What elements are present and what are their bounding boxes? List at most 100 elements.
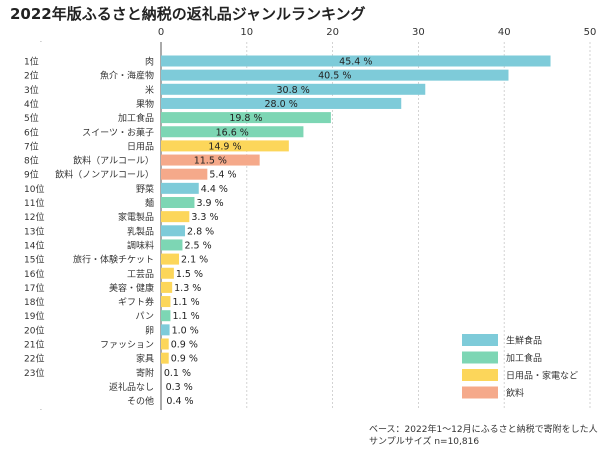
bar-row: 15位 旅行・体験チケット 2.1 % [24, 253, 208, 266]
value-label: 40.5 % [318, 71, 351, 82]
bar [161, 267, 174, 279]
rank-label: 17位 [24, 282, 44, 294]
category-label: 家電製品 [118, 211, 154, 223]
bar [161, 154, 260, 166]
category-label: 返礼品なし [109, 381, 154, 393]
category-label: 調味料 [127, 239, 154, 251]
value-label: 0.3 % [166, 382, 193, 393]
value-label: 1.0 % [172, 325, 199, 336]
bar [161, 112, 331, 124]
x-tick-label: 10 [240, 27, 253, 38]
bar [161, 239, 183, 251]
x-tick-label: 0 [158, 27, 164, 38]
chart-title: 2022年版ふるさと納税の返礼品ジャンルランキング [10, 5, 366, 23]
legend-label: 日用品・家電など [506, 370, 578, 382]
bar-row: 20位 卵 1.0 % [24, 324, 199, 336]
rank-label: 11位 [24, 197, 44, 209]
bar-row: 18位 ギフト券 1.1 % [24, 296, 200, 308]
bar [161, 281, 173, 293]
legend-swatch [462, 386, 498, 399]
value-label: 2.8 % [187, 226, 214, 237]
value-label: 28.0 % [265, 99, 298, 110]
bar-row: 6位 スイーツ・お菓子 16.6 % [24, 126, 304, 138]
bar-row: その他 0.4 % [127, 395, 194, 407]
value-label: 1.1 % [172, 297, 199, 308]
value-label: 0.9 % [171, 354, 198, 365]
category-label: 米 [145, 84, 154, 96]
value-label: 45.4 % [339, 57, 372, 68]
category-label: その他 [127, 395, 154, 407]
category-label: 麺 [145, 197, 154, 209]
value-label: 11.5 % [194, 156, 227, 167]
category-label: ファッション [100, 341, 154, 351]
category-label: 魚介・海産物 [100, 70, 154, 82]
footnote-sample: サンプルサイズ n=10,816 [369, 437, 480, 447]
legend-item: 加工食品 [462, 351, 542, 364]
legend-label: 生鮮食品 [506, 335, 542, 347]
rank-label: 13位 [24, 225, 44, 237]
x-tick-label: 30 [412, 27, 425, 38]
bar [161, 168, 208, 180]
bar-row: 11位 麺 3.9 % [24, 197, 224, 209]
rank-label: 12位 [24, 211, 44, 223]
value-label: 1.5 % [176, 269, 203, 280]
rank-label: 16位 [24, 268, 44, 280]
bar-row: 7位 日用品 14.9 % [24, 140, 289, 152]
bar [161, 126, 304, 138]
bar-row: 23位 寄附 0.1 % [24, 367, 191, 379]
x-tick-label: 20 [326, 27, 339, 38]
bar [161, 352, 169, 364]
rank-label: 4位 [24, 98, 39, 110]
x-tick-label: 50 [584, 27, 597, 38]
value-label: 19.8 % [229, 113, 262, 124]
value-label: 3.9 % [196, 198, 223, 209]
category-label: 飲料（アルコール） [73, 155, 154, 167]
x-tick-label: 40 [498, 27, 511, 38]
value-label: 30.8 % [277, 85, 310, 96]
bar [161, 197, 195, 208]
value-label: 0.1 % [164, 368, 191, 379]
bar [161, 69, 509, 81]
category-label: パン [136, 311, 154, 322]
rank-label: 5位 [24, 112, 39, 124]
bar [161, 182, 199, 194]
bar-row: 1位 肉 45.4 % [24, 55, 551, 68]
bar [161, 296, 171, 308]
x-axis-ticks: 0 10 20 30 40 50 [158, 27, 597, 38]
legend-label: 加工食品 [506, 352, 542, 364]
category-label: 日用品 [127, 141, 154, 152]
value-label: 5.4 % [209, 170, 236, 181]
legend-swatch [462, 369, 498, 381]
value-label: 2.1 % [181, 255, 208, 266]
bar [161, 338, 169, 350]
category-label: 乳製品 [127, 225, 154, 237]
value-label: 16.6 % [216, 127, 249, 138]
category-label: 美容・健康 [109, 282, 154, 294]
bar-row: 9位 飲料（ノンアルコール） 5.4 % [24, 168, 236, 181]
bar-row: 16位 工芸品 1.5 % [24, 267, 203, 280]
value-label: 3.3 % [191, 212, 218, 223]
bar [161, 83, 426, 95]
bar-row: 19位 パン 1.1 % [24, 310, 200, 322]
category-label: 工芸品 [127, 268, 154, 280]
category-label: 飲料（ノンアルコール） [55, 169, 154, 181]
legend-item: 生鮮食品 [462, 334, 542, 347]
legend-swatch [462, 334, 498, 346]
rank-label: 22位 [24, 353, 44, 365]
bar [161, 97, 402, 109]
bar [161, 253, 180, 265]
legend-item: 日用品・家電など [462, 369, 578, 382]
bar-row: 8位 飲料（アルコール） 11.5 % [24, 154, 260, 167]
bar-row: 14位 調味料 2.5 % [24, 239, 212, 251]
category-label: 寄附 [136, 367, 154, 379]
category-label: 肉 [145, 56, 154, 68]
rank-label: 7位 [24, 140, 39, 152]
axis-dot: · [40, 39, 42, 46]
bar-row: 返礼品なし 0.3 % [109, 381, 193, 393]
bar-row: 17位 美容・健康 1.3 % [24, 281, 201, 294]
bar-row: 12位 家電製品 3.3 % [24, 211, 218, 223]
rank-label: 3位 [24, 84, 39, 96]
rank-label: 8位 [24, 155, 39, 167]
